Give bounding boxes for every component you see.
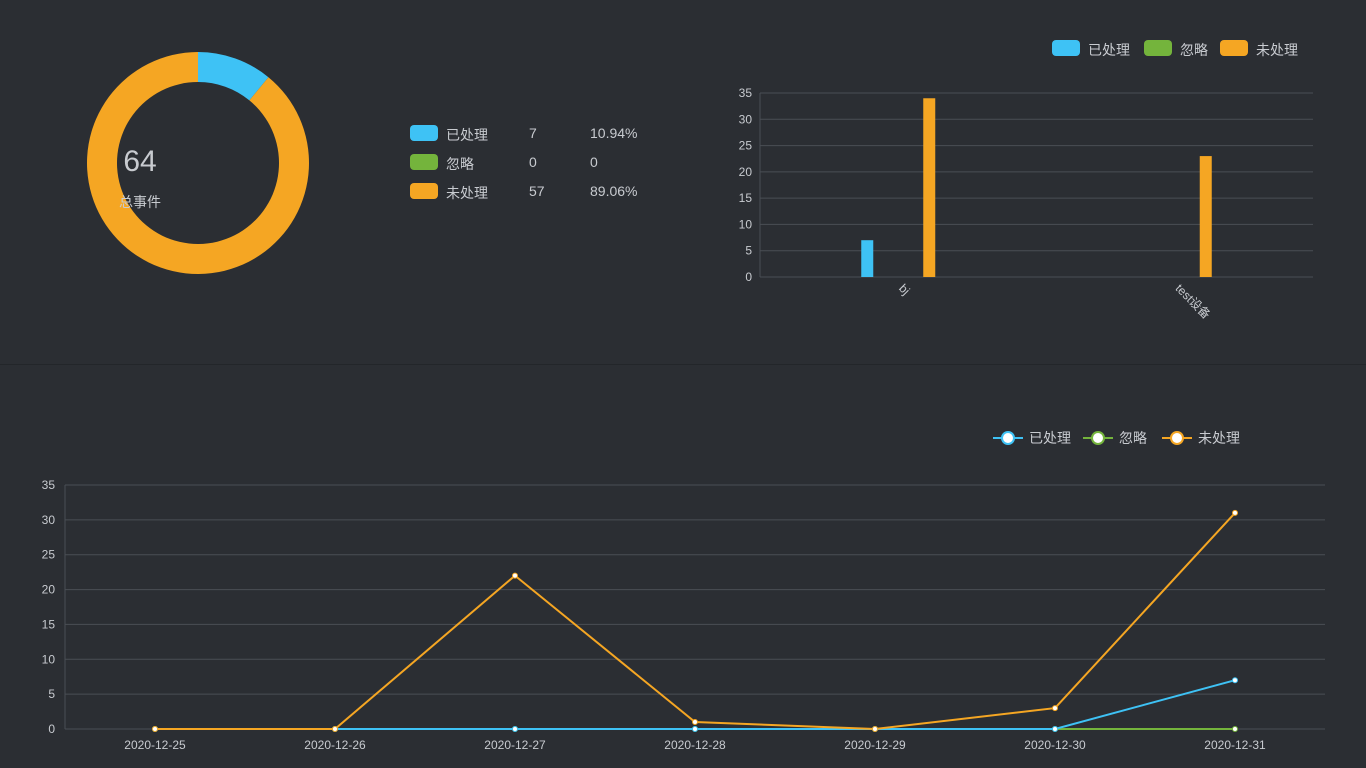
line-chart: 0 5 10 15 20 25 30 35 2020-12-25 2020-12-26 2020-1… <box>42 478 1325 752</box>
summary-count: 57 <box>529 183 545 199</box>
line-legend-label: 已处理 <box>1029 430 1071 446</box>
top-panel: 64 总事件 已处理 7 10.94% 忽略 0 0 未处理 57 89.06%… <box>0 0 1366 364</box>
summary-percent: 10.94% <box>590 125 638 141</box>
line-legend-marker-unhandled[interactable] <box>1170 431 1184 445</box>
summary-row-unhandled[interactable]: 未处理 57 89.06% <box>410 180 670 201</box>
line-point-unhandled[interactable] <box>872 726 878 732</box>
line-x-tick-label: 2020-12-25 <box>124 738 186 752</box>
legend-swatch <box>1220 40 1248 56</box>
summary-swatch-ignored <box>410 154 438 170</box>
line-point-unhandled[interactable] <box>1232 509 1238 516</box>
legend-label: 未处理 <box>1256 42 1298 58</box>
donut-caption: 总事件 <box>119 194 161 210</box>
summary-swatch-handled <box>410 125 438 141</box>
line-y-tick-label: 35 <box>42 478 56 492</box>
line-point-unhandled[interactable] <box>1052 705 1058 712</box>
bar-y-tick-label: 5 <box>745 244 752 258</box>
line-point-handled[interactable] <box>1052 726 1058 732</box>
line-x-tick-label: 2020-12-30 <box>1024 738 1086 752</box>
summary-label: 忽略 <box>446 156 474 172</box>
line-y-tick-label: 15 <box>42 617 56 631</box>
line-y-tick-label: 20 <box>42 583 56 597</box>
bar-x-tick-label: bj <box>896 281 913 298</box>
summary-label: 已处理 <box>446 127 488 143</box>
line-legend-marker-ignored[interactable] <box>1091 431 1105 445</box>
panel-divider <box>0 364 1366 365</box>
donut-chart <box>86 52 309 274</box>
summary-row-ignored[interactable]: 忽略 0 0 <box>410 151 670 172</box>
bar-y-tick-label: 15 <box>739 191 753 205</box>
line-point-handled[interactable] <box>1232 677 1238 684</box>
line-point-unhandled[interactable] <box>692 719 698 726</box>
summary-row-handled[interactable]: 已处理 7 10.94% <box>410 122 670 143</box>
line-legend-label: 未处理 <box>1198 430 1240 446</box>
line-y-tick-label: 0 <box>48 722 55 736</box>
legend-swatch <box>1052 40 1080 56</box>
line-point-unhandled[interactable] <box>512 572 518 579</box>
summary-count: 0 <box>529 154 537 170</box>
bar-y-tick-label: 25 <box>739 139 753 153</box>
bar-y-tick-label: 10 <box>739 217 753 231</box>
line-x-tick-label: 2020-12-28 <box>664 738 726 752</box>
line-x-tick-label: 2020-12-26 <box>304 738 366 752</box>
line-legend-label: 忽略 <box>1119 430 1147 446</box>
bar-y-tick-label: 35 <box>739 86 753 100</box>
bar-unhandled-0[interactable] <box>923 98 936 277</box>
summary-label: 未处理 <box>446 185 488 201</box>
bottom-panel: 已处理 忽略 未处理 0 5 10 15 20 25 30 35 2020-12-25 2020-12… <box>0 365 1366 768</box>
donut-total: 64 <box>123 145 157 178</box>
summary-count: 7 <box>529 125 537 141</box>
summary-percent: 89.06% <box>590 183 638 199</box>
donut-slice-handled[interactable] <box>198 52 269 101</box>
line-point-handled[interactable] <box>512 726 518 732</box>
bar-unhandled-1[interactable] <box>1199 156 1212 277</box>
line-y-tick-label: 10 <box>42 652 56 666</box>
line-series-unhandled[interactable] <box>155 512 1236 731</box>
line-x-tick-label: 2020-12-29 <box>844 738 906 752</box>
line-y-tick-label: 5 <box>48 687 55 701</box>
line-point-unhandled[interactable] <box>332 726 338 732</box>
bar-handled-0[interactable] <box>861 240 874 277</box>
legend-swatch <box>1144 40 1172 56</box>
line-y-tick-label: 30 <box>42 513 56 527</box>
bar-chart: 0 5 10 15 20 25 30 35 bj test设备 <box>739 86 1313 322</box>
summary-swatch-unhandled <box>410 183 438 199</box>
line-legend: 已处理 忽略 未处理 <box>993 430 1240 446</box>
line-point-handled[interactable] <box>692 726 698 732</box>
line-y-tick-label: 25 <box>42 548 56 562</box>
legend-label: 已处理 <box>1088 42 1130 58</box>
bar-y-tick-label: 30 <box>739 112 753 126</box>
bar-x-tick-label: test设备 <box>1173 281 1214 322</box>
line-x-tick-label: 2020-12-31 <box>1204 738 1266 752</box>
line-legend-marker-handled[interactable] <box>1001 431 1015 445</box>
line-x-tick-label: 2020-12-27 <box>484 738 546 752</box>
summary-percent: 0 <box>590 154 598 170</box>
legend-label: 忽略 <box>1180 42 1208 58</box>
line-point-unhandled[interactable] <box>152 726 158 732</box>
bar-y-tick-label: 20 <box>739 165 753 179</box>
line-point-ignored[interactable] <box>1232 726 1238 732</box>
bar-y-tick-label: 0 <box>745 270 752 284</box>
